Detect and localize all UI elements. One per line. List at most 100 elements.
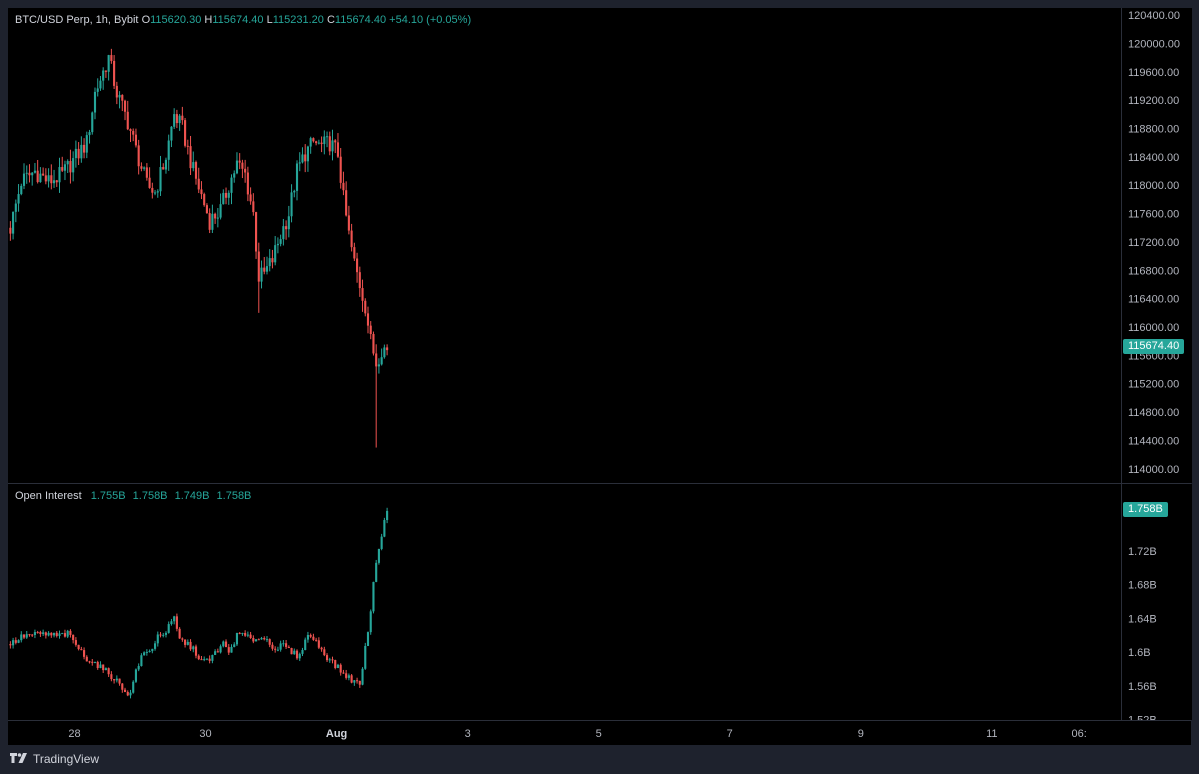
oi-candle — [211, 654, 214, 664]
price-tick-label: 114800.00 — [1128, 407, 1179, 419]
price-axis[interactable]: 120400.00 120000.00 119600.00 119200.00 1188… — [1121, 8, 1192, 483]
price-candle — [315, 140, 318, 146]
price-candle — [145, 163, 148, 181]
oi-candle — [238, 632, 241, 635]
price-candle — [80, 136, 83, 163]
price-candle — [36, 159, 39, 184]
oi-candle — [12, 637, 15, 649]
price-candle — [88, 129, 91, 144]
oi-tick-label: 1.6B — [1128, 647, 1151, 659]
symbol-label[interactable]: BTC/USD Perp, 1h, Bybit — [15, 14, 139, 26]
time-tick-label: 06: — [1072, 728, 1087, 740]
oi-candle — [323, 646, 326, 657]
price-candle — [274, 236, 277, 266]
price-candle — [331, 129, 334, 161]
oi-candle — [181, 637, 184, 642]
oi-candle — [164, 631, 168, 638]
price-candle — [102, 67, 105, 90]
price-tick-label: 114400.00 — [1128, 435, 1179, 447]
price-candle — [25, 165, 28, 184]
price-candle — [358, 266, 361, 297]
oi-candle — [145, 649, 148, 656]
tradingview-label[interactable]: TradingView — [33, 752, 100, 766]
oi-candle — [353, 680, 356, 686]
price-candle — [353, 242, 356, 262]
price-candle — [99, 75, 102, 91]
oi-candle — [315, 637, 318, 642]
oi-candle — [118, 678, 121, 686]
price-tick-label: 115200.00 — [1128, 379, 1179, 391]
price-candle — [74, 140, 77, 168]
oi-candle — [320, 646, 323, 652]
oi-candle — [268, 638, 271, 648]
price-candle — [323, 130, 326, 155]
chart-frame[interactable] — [8, 8, 1121, 744]
oi-candle — [20, 631, 23, 643]
oi-candle — [372, 581, 375, 614]
price-candle — [328, 131, 331, 156]
price-candle — [96, 78, 99, 97]
close-value: 115674.40 — [334, 14, 387, 26]
time-tick-label: Aug — [326, 728, 347, 740]
price-tick-label: 118000.00 — [1128, 180, 1179, 192]
oi-candle — [274, 646, 277, 653]
open-interest-pane[interactable] — [8, 484, 1121, 720]
oi-candle — [83, 647, 86, 660]
oi-candle — [241, 632, 244, 636]
price-candle — [129, 128, 132, 143]
price-candle — [93, 87, 97, 120]
price-candle — [203, 192, 206, 207]
price-candle — [260, 260, 263, 289]
price-tick-label: 120400.00 — [1128, 10, 1180, 22]
oi-candle — [347, 673, 350, 681]
price-candle — [175, 109, 178, 129]
oi-candle — [110, 671, 113, 682]
oi-candle — [203, 656, 206, 662]
oi-tick-label: 1.64B — [1128, 613, 1157, 625]
price-candle — [33, 163, 36, 174]
price-candle — [298, 152, 301, 172]
price-candle — [72, 151, 75, 182]
oi-candle — [386, 507, 389, 524]
pane-divider[interactable] — [8, 483, 1191, 484]
price-candle — [153, 189, 157, 196]
price-candle — [372, 331, 375, 356]
oi-candle — [309, 633, 312, 639]
price-candle — [271, 249, 274, 269]
oi-candle — [233, 642, 236, 648]
oi-candle — [194, 644, 198, 659]
price-tick-label: 114000.00 — [1128, 464, 1179, 476]
oi-candle — [85, 655, 88, 662]
price-candle — [39, 167, 42, 183]
tradingview-logo-icon[interactable] — [10, 753, 28, 765]
price-candle — [9, 221, 12, 241]
price-candle — [194, 160, 198, 185]
oi-candle — [99, 661, 102, 669]
time-axis[interactable]: 28 30 Aug 3 5 7 9 11 06: — [8, 720, 1191, 745]
price-pane[interactable] — [8, 8, 1121, 483]
price-candle — [181, 106, 184, 125]
price-candle — [345, 181, 348, 217]
oi-candle — [222, 640, 225, 648]
oi-name[interactable]: Open Interest — [15, 490, 82, 502]
price-candle — [279, 234, 282, 247]
oi-candle — [22, 634, 26, 639]
oi-candle — [50, 632, 53, 638]
price-candle — [227, 190, 230, 205]
oi-candle — [63, 629, 67, 638]
price-candle — [205, 203, 208, 214]
price-candle — [66, 159, 69, 174]
oi-candle — [334, 659, 337, 670]
oi-candle — [249, 631, 252, 639]
price-tick-label: 116800.00 — [1128, 265, 1179, 277]
oi-candle — [9, 641, 12, 649]
price-candle — [309, 136, 312, 154]
high-value: 115674.40 — [212, 14, 264, 26]
price-candle — [211, 204, 214, 233]
oi-candle — [137, 663, 140, 672]
oi-candle — [39, 630, 42, 637]
price-candle — [151, 182, 154, 199]
oi-candle — [148, 649, 151, 653]
oi-candle — [31, 634, 34, 638]
